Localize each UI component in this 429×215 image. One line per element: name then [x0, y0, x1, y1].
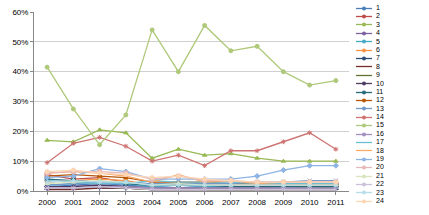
svg-text:0%: 0%	[17, 187, 29, 196]
svg-text:10%: 10%	[12, 157, 28, 166]
svg-text:50%: 50%	[12, 38, 28, 47]
html-text:20: 20	[376, 163, 384, 171]
svg-text:2009: 2009	[274, 198, 292, 207]
html-text:24: 24	[376, 197, 384, 204]
svg-text:2003: 2003	[117, 198, 135, 207]
svg-text:2005: 2005	[169, 198, 187, 207]
svg-text:60%: 60%	[12, 8, 28, 17]
html-text:9: 9	[376, 71, 380, 79]
html-text:22: 22	[376, 180, 384, 188]
html-text:17: 17	[376, 138, 384, 146]
svg-text:2000: 2000	[38, 198, 56, 207]
svg-text:30%: 30%	[12, 97, 28, 106]
html-text:10: 10	[376, 79, 384, 87]
html-text:13: 13	[376, 104, 384, 112]
html-text:4: 4	[376, 29, 380, 37]
html-text:21: 21	[376, 171, 384, 179]
html-text:5: 5	[376, 37, 380, 45]
svg-text:2007: 2007	[222, 198, 240, 207]
svg-text:40%: 40%	[12, 67, 28, 76]
html-text:8: 8	[376, 62, 380, 70]
html-text:12: 12	[376, 96, 384, 104]
html-text:11: 11	[376, 87, 384, 95]
html-text:14: 14	[376, 113, 384, 121]
svg-text:2002: 2002	[91, 198, 109, 207]
html-text:2: 2	[376, 12, 380, 20]
html-text:18: 18	[376, 146, 384, 154]
html-text:23: 23	[376, 188, 384, 196]
svg-text:2011: 2011	[327, 198, 345, 207]
svg-text:2008: 2008	[248, 198, 266, 207]
svg-text:2006: 2006	[196, 198, 214, 207]
svg-text:2004: 2004	[143, 198, 161, 207]
html-text:7: 7	[376, 54, 380, 62]
html-text:6: 6	[376, 46, 380, 53]
svg-text:20%: 20%	[12, 127, 28, 136]
svg-text:2010: 2010	[301, 198, 319, 207]
html-text:1: 1	[376, 4, 380, 11]
html-text:15: 15	[376, 121, 384, 129]
html-text:16: 16	[376, 129, 384, 137]
html-text:19: 19	[376, 155, 384, 162]
svg-text:2001: 2001	[64, 198, 82, 207]
html-text:3: 3	[376, 20, 380, 28]
